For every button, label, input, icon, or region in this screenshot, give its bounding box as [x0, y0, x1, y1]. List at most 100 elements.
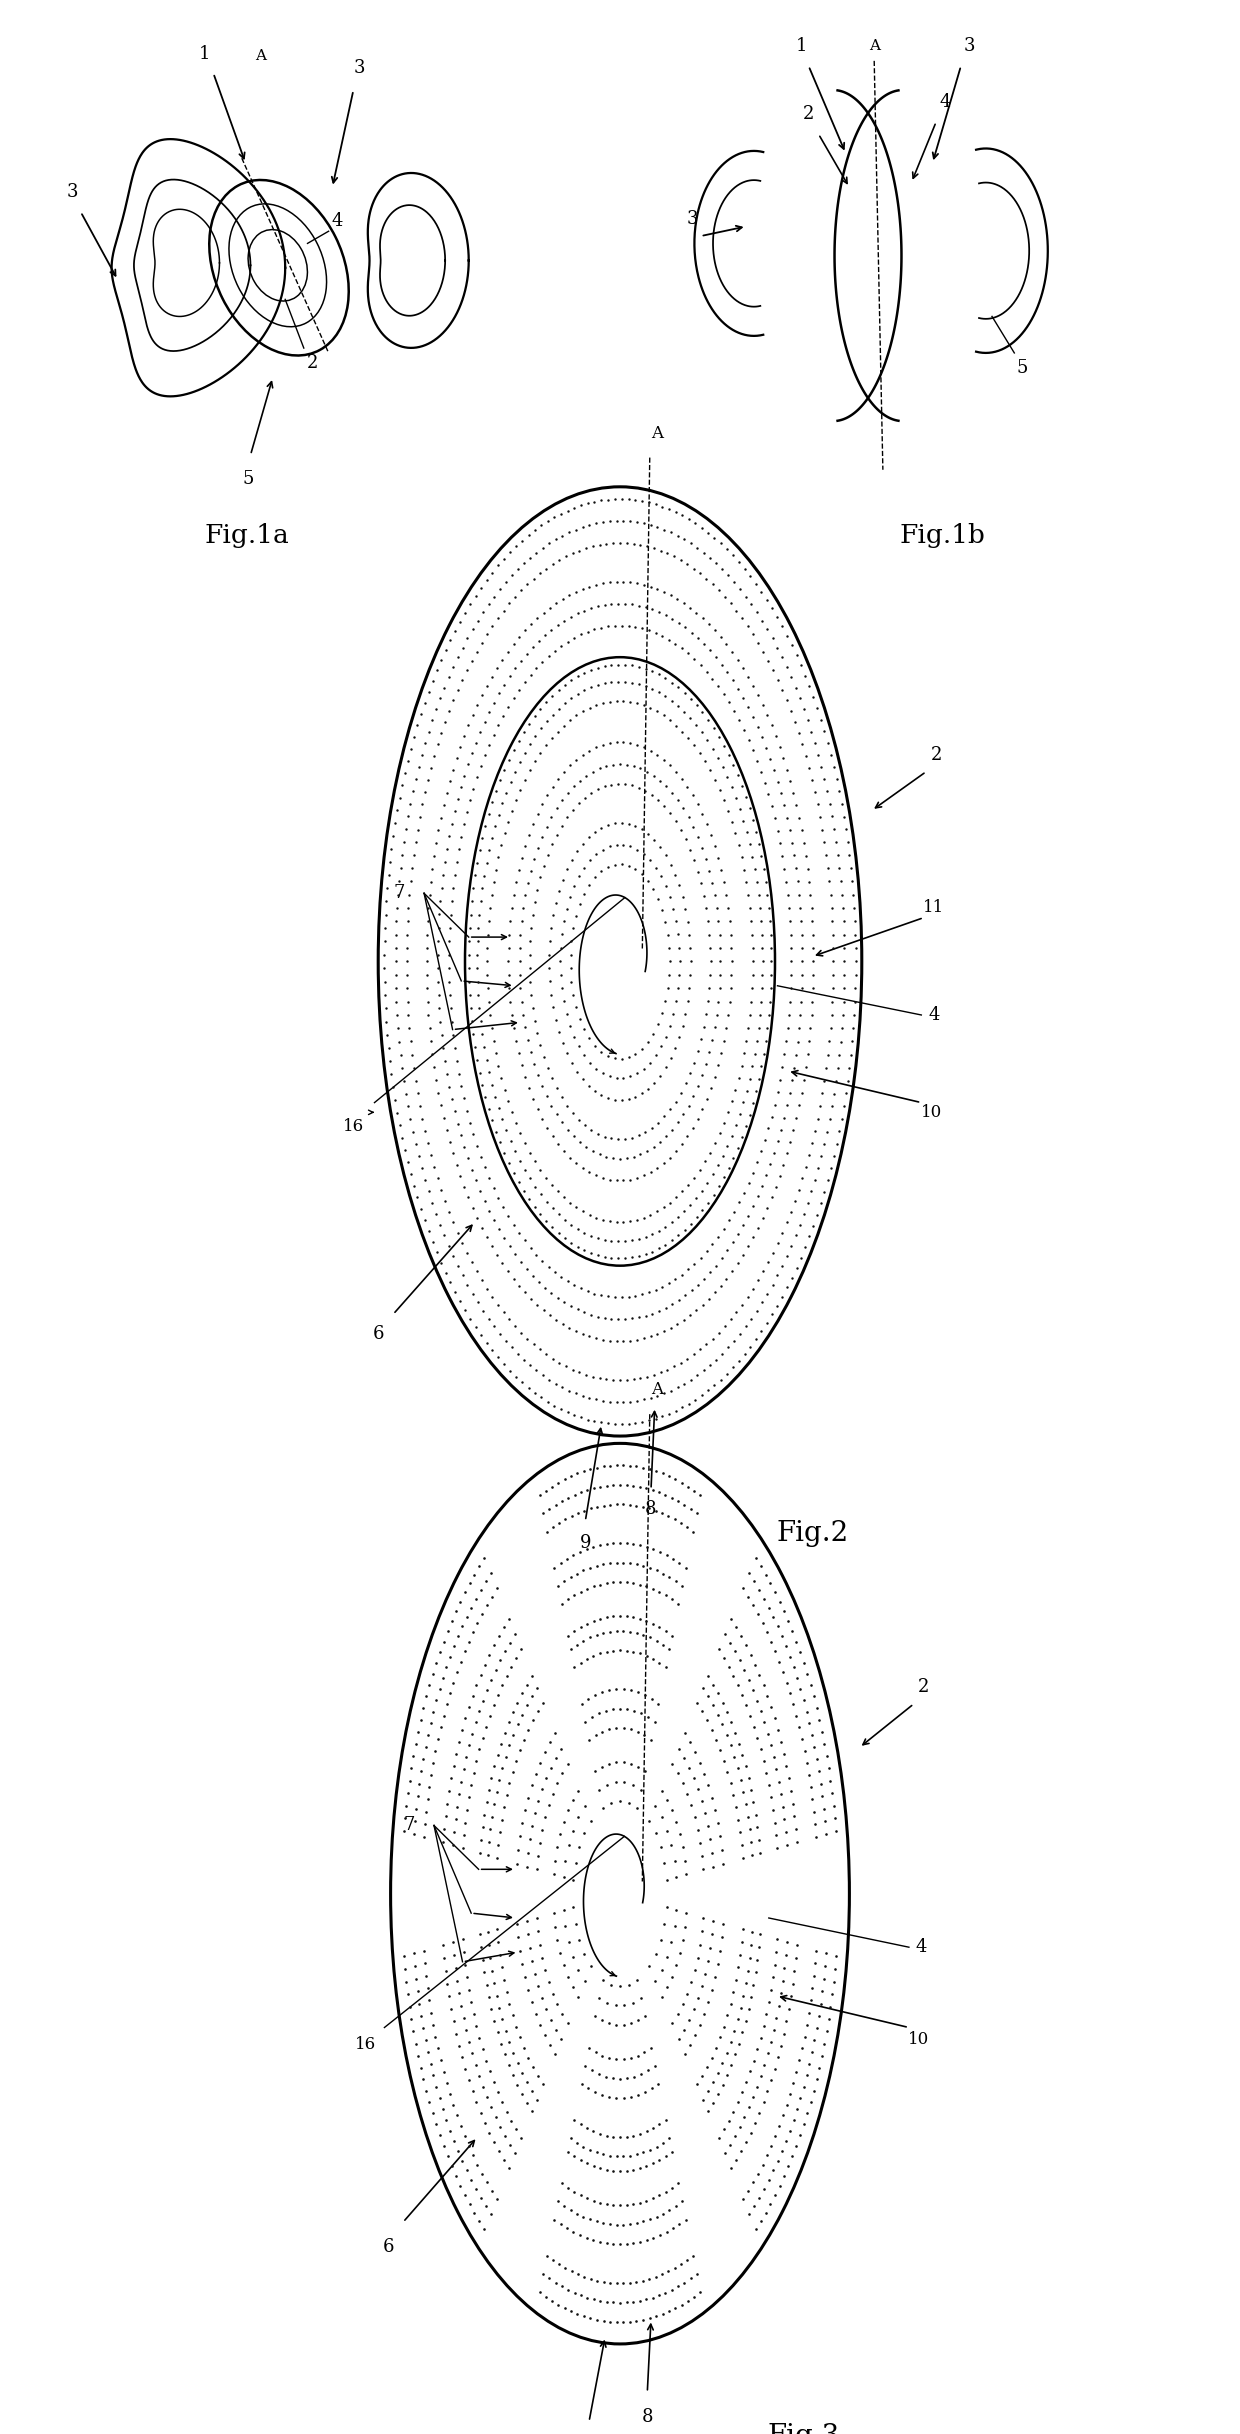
Point — [634, 1319, 653, 1358]
Point — [784, 1684, 804, 1723]
Point — [624, 1599, 644, 1638]
Point — [466, 2045, 486, 2084]
Point — [626, 1487, 646, 1526]
Point — [650, 1122, 670, 1161]
Point — [564, 489, 584, 528]
Point — [751, 572, 771, 611]
Point — [419, 2084, 439, 2122]
Point — [403, 1735, 423, 1774]
Point — [458, 1957, 477, 1996]
Point — [553, 516, 573, 555]
Point — [739, 1989, 759, 2028]
Point — [706, 1056, 725, 1095]
Point — [547, 1069, 567, 1107]
Point — [412, 1149, 432, 1188]
Point — [635, 1716, 655, 1755]
Point — [614, 682, 634, 720]
Point — [727, 591, 746, 630]
Point — [427, 1195, 446, 1234]
Point — [735, 1334, 755, 1373]
Point — [476, 2186, 496, 2225]
Point — [722, 2045, 742, 2084]
Point — [671, 540, 691, 579]
Point — [711, 618, 730, 657]
Point — [469, 2057, 489, 2096]
Point — [432, 640, 451, 679]
Point — [552, 915, 572, 954]
Point — [573, 691, 593, 730]
Point — [603, 1689, 622, 1728]
Point — [632, 1030, 652, 1069]
Point — [652, 993, 672, 1032]
Point — [799, 747, 818, 786]
Point — [812, 2037, 832, 2076]
Point — [423, 701, 443, 740]
Point — [487, 2013, 507, 2052]
Point — [770, 1156, 790, 1195]
Point — [670, 1933, 689, 1972]
Point — [479, 1090, 498, 1129]
Point — [438, 1784, 458, 1823]
Point — [574, 1292, 594, 1331]
Point — [646, 1492, 666, 1531]
Point — [743, 927, 763, 966]
Point — [650, 1609, 670, 1648]
Point — [517, 2084, 537, 2122]
Point — [609, 1222, 629, 1261]
Point — [606, 2205, 626, 2244]
Point — [665, 2249, 684, 2288]
Point — [497, 1655, 517, 1694]
Point — [599, 1670, 619, 1709]
Point — [816, 1813, 836, 1852]
Point — [472, 1718, 492, 1757]
Text: 6: 6 — [382, 2237, 394, 2256]
Point — [672, 2181, 692, 2220]
Point — [761, 915, 781, 954]
Point — [563, 1811, 583, 1850]
Point — [622, 1300, 642, 1339]
Point — [604, 1631, 624, 1670]
Text: A: A — [651, 1383, 663, 1397]
Point — [548, 1212, 568, 1251]
Point — [610, 2283, 630, 2322]
Point — [523, 560, 543, 599]
Point — [823, 1962, 843, 2001]
Point — [427, 1234, 446, 1273]
Point — [445, 1801, 465, 1840]
Point — [616, 1597, 636, 1636]
Point — [677, 1774, 697, 1813]
Point — [650, 2215, 670, 2254]
Point — [573, 735, 593, 774]
Point — [712, 645, 732, 684]
Point — [455, 1945, 475, 1984]
Point — [428, 961, 448, 1000]
Point — [786, 667, 806, 706]
Point — [451, 1762, 471, 1801]
Point — [531, 1025, 551, 1064]
Point — [825, 811, 844, 849]
Point — [466, 2084, 486, 2122]
Point — [591, 852, 611, 891]
Point — [506, 1234, 526, 1273]
Point — [547, 584, 567, 623]
Point — [527, 650, 547, 689]
Point — [480, 1636, 500, 1675]
Point — [699, 852, 719, 891]
Point — [732, 1117, 751, 1156]
Point — [487, 2074, 507, 2113]
Point — [434, 1696, 454, 1735]
Point — [440, 1675, 460, 1714]
Point — [563, 791, 583, 830]
Point — [833, 798, 853, 837]
Point — [403, 1112, 423, 1151]
Point — [471, 1655, 491, 1694]
Point — [619, 1037, 639, 1076]
Text: 8: 8 — [645, 1499, 657, 1519]
Point — [398, 983, 418, 1022]
Point — [418, 981, 438, 1020]
Point — [719, 735, 739, 774]
Point — [826, 1811, 846, 1850]
Point — [595, 1219, 615, 1258]
Point — [668, 1728, 688, 1767]
Point — [773, 1246, 792, 1285]
